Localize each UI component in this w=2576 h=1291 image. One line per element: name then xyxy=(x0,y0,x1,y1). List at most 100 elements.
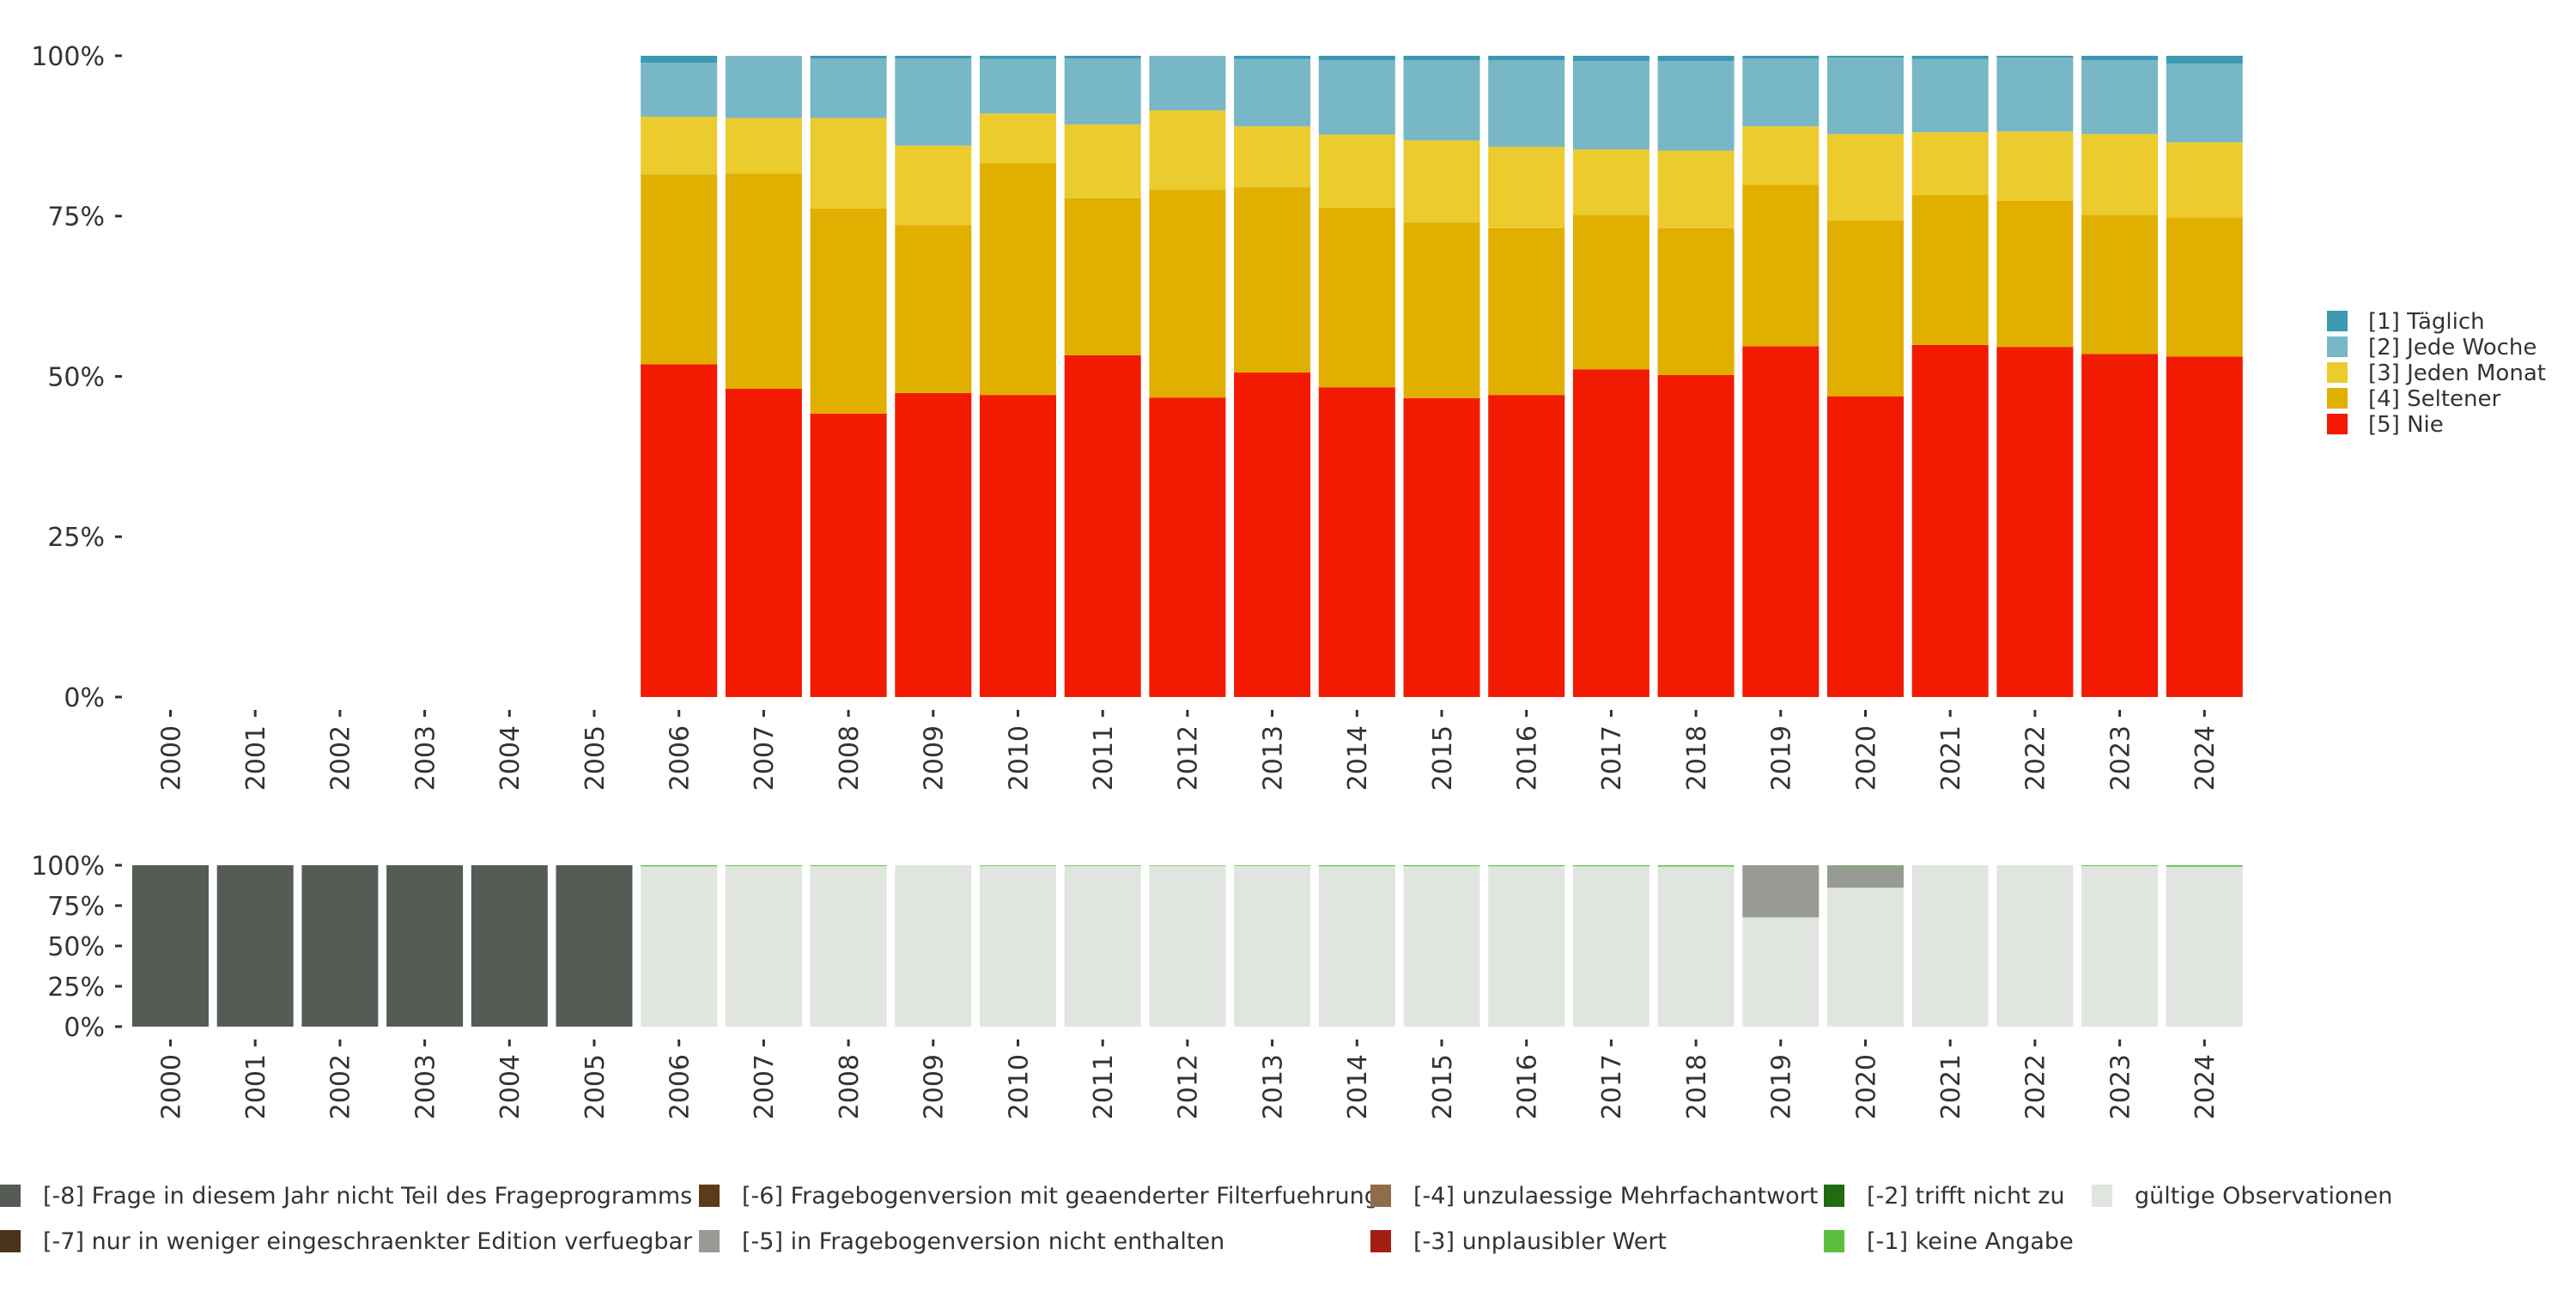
x-tick-label: 2010 xyxy=(1004,725,1034,791)
missing-values-chart: 0% 25% 50% 75% 100% 2000 2001 2002 2003 2004 2005 2… xyxy=(31,852,2243,1119)
x-tick-label: 2021 xyxy=(1936,725,1966,791)
x-tick-label: 2015 xyxy=(1428,725,1458,791)
y-tick-label: 25% xyxy=(47,973,105,1003)
bar-segment-2022-4 xyxy=(1996,56,2074,58)
x-tick-label: 2015 xyxy=(1428,1054,1458,1119)
bar-segment-2023-2 xyxy=(2081,865,2159,866)
legend-swatch xyxy=(1824,1230,1844,1252)
bar-segment-2006-4 xyxy=(641,56,718,64)
y-tick-label: 75% xyxy=(47,892,105,922)
x-tick-label: 2023 xyxy=(2105,725,2136,791)
bar-segment-2016-2 xyxy=(1488,147,1565,228)
bar-segment-2006-0 xyxy=(641,866,718,1027)
bar-segment-2016-0 xyxy=(1488,395,1565,697)
legend-swatch xyxy=(1824,1185,1844,1207)
bar-segment-2009-0 xyxy=(895,392,972,697)
legend-label: [1] Täglich xyxy=(2368,309,2485,335)
bar-segment-2009-4 xyxy=(895,56,972,58)
y-tick-label: 50% xyxy=(47,932,105,962)
x-tick-label: 2003 xyxy=(410,725,440,791)
bar-segment-2007-1 xyxy=(725,173,802,389)
bar-segment-2021-0 xyxy=(1911,344,1989,697)
bar-segment-2023-1 xyxy=(2081,215,2159,355)
y-tick-label: 100% xyxy=(31,852,105,882)
bar-segment-2008-1 xyxy=(810,208,887,414)
legend-swatch xyxy=(699,1230,720,1252)
bar-segment-2001-3 xyxy=(216,865,294,1027)
bar-segment-2015-1 xyxy=(1403,222,1480,398)
bar-segment-2013-3 xyxy=(1234,58,1311,127)
bar-segment-2021-1 xyxy=(1911,195,1989,345)
bar-segment-2018-3 xyxy=(1657,60,1735,151)
bar-segment-2011-0 xyxy=(1064,865,1141,1027)
bar-segment-2013-2 xyxy=(1234,865,1311,866)
legend-swatch xyxy=(2327,362,2348,383)
bar-segment-2006-2 xyxy=(641,116,718,175)
bar-segment-2004-3 xyxy=(471,865,548,1027)
x-tick-label: 2023 xyxy=(2105,1054,2136,1119)
bar-segment-2014-2 xyxy=(1318,134,1395,209)
bar-segment-2020-3 xyxy=(1827,58,1904,135)
bar-segment-2006-3 xyxy=(641,63,718,117)
bar-segment-2011-0 xyxy=(1064,355,1141,697)
legend-label: [-8] Frage in diesem Jahr nicht Teil des… xyxy=(43,1183,692,1209)
bar-segment-2003-3 xyxy=(386,865,464,1027)
bar-segment-2010-4 xyxy=(980,56,1056,59)
bar-segment-2017-0 xyxy=(1572,866,1649,1027)
bar-segment-2023-3 xyxy=(2081,60,2159,135)
bar-segment-2017-3 xyxy=(1572,60,1649,150)
missing-values-legend: [-8] Frage in diesem Jahr nicht Teil des… xyxy=(0,1183,2392,1255)
bar-segment-2007-0 xyxy=(725,388,802,697)
bar-segment-2015-0 xyxy=(1403,866,1480,1027)
x-tick-label: 2000 xyxy=(156,725,186,791)
bar-segment-2009-1 xyxy=(895,225,972,393)
x-tick-label: 2004 xyxy=(495,1054,526,1119)
bar-segment-2024-2 xyxy=(2166,865,2243,867)
x-tick-label: 2006 xyxy=(665,1054,696,1119)
x-tick-label: 2019 xyxy=(1767,1054,1797,1119)
bar-segment-2014-2 xyxy=(1318,865,1395,867)
bar-segment-2013-0 xyxy=(1234,373,1311,697)
bar-segment-2013-2 xyxy=(1234,126,1311,188)
x-tick-label: 2024 xyxy=(2190,1054,2221,1119)
x-tick-label: 2018 xyxy=(1682,1054,1712,1119)
bar-segment-2020-0 xyxy=(1827,888,1904,1027)
bar-segment-2018-0 xyxy=(1657,866,1735,1027)
bar-segment-2008-0 xyxy=(810,413,887,697)
bar-segment-2018-2 xyxy=(1657,865,1735,867)
x-tick-label: 2005 xyxy=(580,1054,611,1119)
bar-segment-2010-1 xyxy=(980,163,1056,396)
bar-segment-2022-1 xyxy=(1996,200,2074,348)
bar-segment-2020-2 xyxy=(1827,865,1904,866)
x-tick-label: 2008 xyxy=(835,1054,865,1119)
x-tick-label: 2007 xyxy=(750,725,780,791)
bar-segment-2024-3 xyxy=(2166,63,2243,142)
x-tick-label: 2010 xyxy=(1004,1054,1034,1119)
bar-segment-2006-1 xyxy=(641,174,718,365)
bar-segment-2018-4 xyxy=(1657,56,1735,61)
x-tick-label: 2014 xyxy=(1343,1054,1373,1119)
bar-segment-2015-2 xyxy=(1403,865,1480,867)
x-tick-label: 2016 xyxy=(1513,1054,1543,1119)
bar-segment-2010-2 xyxy=(980,865,1056,866)
legend-swatch xyxy=(2327,336,2348,357)
bar-segment-2002-3 xyxy=(301,865,379,1027)
bar-segment-2024-4 xyxy=(2166,56,2243,64)
bar-segment-2019-2 xyxy=(1742,126,1820,185)
bar-segment-2018-2 xyxy=(1657,150,1735,228)
x-tick-label: 2022 xyxy=(2021,725,2051,791)
bar-segment-2012-0 xyxy=(1149,865,1226,1027)
bar-segment-2010-0 xyxy=(980,395,1056,697)
bar-segment-2019-0 xyxy=(1742,917,1820,1027)
bar-segment-2008-2 xyxy=(810,118,887,209)
bar-segment-2024-0 xyxy=(2166,866,2243,1027)
bar-segment-2016-3 xyxy=(1488,60,1565,148)
bar-segment-2017-1 xyxy=(1572,215,1649,370)
bar-segment-2020-1 xyxy=(1827,220,1904,397)
bar-segment-2020-4 xyxy=(1827,56,1904,58)
bar-segment-2012-1 xyxy=(1149,190,1226,398)
bar-segment-2000-3 xyxy=(132,865,209,1027)
bar-segment-2010-3 xyxy=(980,58,1056,114)
bar-segment-2006-2 xyxy=(641,865,718,867)
